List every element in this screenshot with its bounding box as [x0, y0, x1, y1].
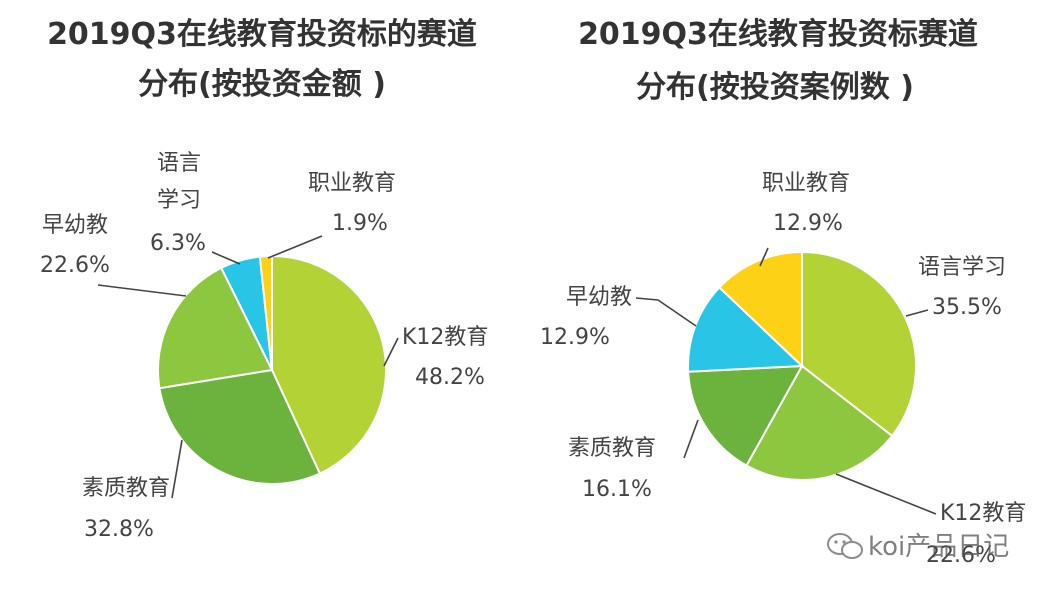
label-left-vocational: 职业教育: [308, 171, 396, 196]
leader-right-quality: [683, 419, 699, 459]
label-right-quality: 素质教育: [568, 436, 656, 461]
chart-right: 2019Q3在线教育投资标赛道 分布(按投资案例数 ) 职业教育 12.9% 语…: [540, 17, 1026, 568]
leader-left-language: [211, 251, 241, 265]
value-left-k12: 48.2%: [415, 365, 485, 390]
leader-left-vocational: [267, 235, 323, 259]
label-right-vocational: 职业教育: [762, 171, 850, 196]
label-left-language-line1: 语言: [157, 151, 201, 176]
value-left-vocational: 1.9%: [332, 211, 388, 236]
leader-right-vocational: [759, 247, 769, 267]
value-right-early: 12.9%: [540, 325, 610, 350]
pie-right-slice-1: [745, 364, 894, 481]
chart-left: 2019Q3在线教育投资标的赛道 分布(按投资金额 ) 职业教育 1.9% 语言…: [40, 17, 488, 542]
leader-right-language: [905, 309, 929, 317]
chart-right-subtitle: 分布(按投资案例数 ): [636, 70, 914, 105]
value-left-language: 6.3%: [150, 231, 206, 256]
pie-right-slice-2: [687, 364, 804, 467]
chart-right-title: 2019Q3在线教育投资标赛道: [578, 17, 978, 52]
leader-left-quality: [171, 439, 183, 499]
pie-right-slice-0: [801, 250, 917, 438]
wechat-icon: [827, 533, 863, 559]
pie-left-slice-0: [271, 254, 387, 475]
label-left-quality: 素质教育: [82, 476, 170, 501]
pie-right: [687, 250, 917, 481]
pie-right-slice-4: [717, 250, 803, 369]
leader-left-k12: [383, 337, 399, 367]
value-right-quality: 16.1%: [582, 477, 652, 502]
leader-left-early: [97, 284, 187, 297]
label-right-language: 语言学习: [918, 255, 1006, 280]
watermark-text: koi产品日记: [868, 532, 1009, 562]
label-left-early: 早幼教: [42, 213, 108, 238]
label-right-early: 早幼教: [566, 285, 632, 310]
label-left-language-line2: 学习: [157, 188, 201, 213]
value-right-language: 35.5%: [932, 295, 1002, 320]
pie-left-slice-1: [158, 368, 322, 485]
label-right-k12: K12教育: [940, 501, 1026, 526]
leader-right-k12: [835, 473, 937, 515]
watermark: koi产品日记: [827, 532, 1009, 562]
leader-right-early: [635, 297, 697, 327]
pie-left: [157, 254, 387, 485]
label-left-k12: K12教育: [402, 325, 488, 350]
value-right-k12: 22.6%: [926, 543, 996, 568]
value-left-quality: 32.8%: [84, 517, 154, 542]
chart-left-title: 2019Q3在线教育投资标的赛道: [47, 17, 477, 52]
value-left-early: 22.6%: [40, 253, 110, 278]
value-right-vocational: 12.9%: [773, 211, 843, 236]
pie-left-slice-2: [157, 266, 274, 390]
chart-left-subtitle: 分布(按投资金额 ): [138, 67, 386, 102]
